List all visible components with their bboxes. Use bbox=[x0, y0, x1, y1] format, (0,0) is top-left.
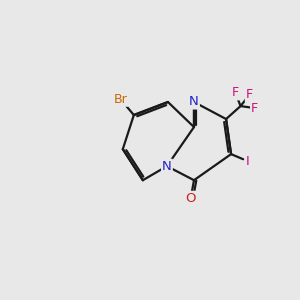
Text: N: N bbox=[189, 95, 199, 109]
Text: Br: Br bbox=[114, 93, 128, 106]
Text: F: F bbox=[246, 88, 253, 101]
Text: N: N bbox=[162, 160, 172, 173]
Text: F: F bbox=[251, 102, 258, 115]
Text: O: O bbox=[185, 192, 196, 205]
Text: I: I bbox=[246, 155, 250, 168]
Text: F: F bbox=[232, 86, 239, 99]
